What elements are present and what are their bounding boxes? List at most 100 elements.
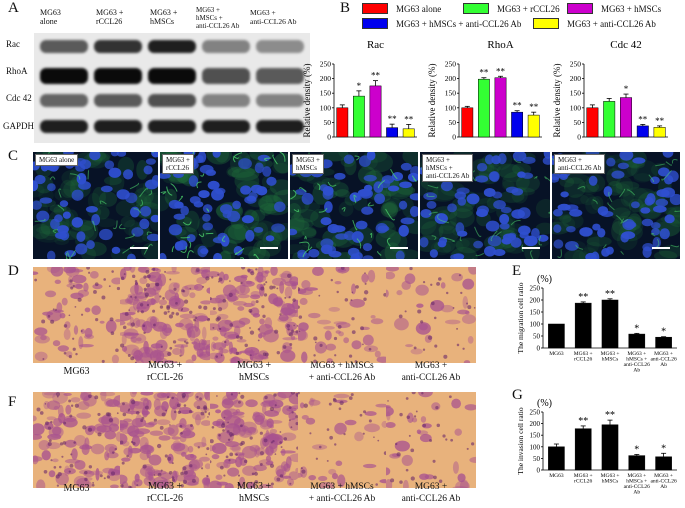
y-tick-label: 200 <box>530 297 541 305</box>
wb-column-label: MG63 + rCCL26 <box>96 8 124 26</box>
x-tick-label: MG63 + <box>601 351 620 357</box>
y-tick-label: 0 <box>537 345 541 353</box>
x-tick-label: MG63 <box>549 473 564 479</box>
migration-caption: MG63 + anti-CCL26 Ab <box>401 361 461 383</box>
migration-image-4 <box>298 267 386 363</box>
migration-caption: MG63 + hMSCs + anti-CCL26 Ab <box>308 361 376 383</box>
significance-mark: * <box>661 327 666 338</box>
x-tick-label: Ab <box>660 484 667 490</box>
x-tick-label: hMSCs + <box>626 357 647 363</box>
bar <box>586 107 599 138</box>
y-tick-label: 150 <box>570 89 582 98</box>
x-tick-label: hMSCs + <box>626 479 647 485</box>
stain-pattern <box>386 267 476 363</box>
x-tick-label: Ab <box>633 490 640 496</box>
wb-row-label: Rac <box>6 39 20 49</box>
bar <box>478 78 490 138</box>
blot-band <box>202 120 250 133</box>
y-axis-label: Relative density (%) <box>302 64 312 138</box>
significance-mark: * <box>634 323 639 334</box>
x-tick-label: MG63 + <box>601 473 620 479</box>
bar <box>655 336 672 349</box>
panel-letter-d: D <box>8 263 19 279</box>
stain-pattern <box>298 392 386 488</box>
migration-image-3 <box>210 267 298 363</box>
legend-item: MG63 + rCCL26 <box>463 3 560 14</box>
legend-swatch <box>567 3 593 14</box>
stain-pattern <box>33 392 120 488</box>
y-tick-label: 100 <box>320 103 332 112</box>
legend-label: MG63 alone <box>396 3 442 14</box>
x-tick-label: Ab <box>633 368 640 374</box>
image-label: MG63 + rCCL26 <box>162 154 194 174</box>
significance-mark: * <box>634 444 639 455</box>
significance-mark: * <box>661 443 666 454</box>
bar <box>620 97 632 138</box>
chart-unit: (%) <box>537 398 552 409</box>
stain-pattern <box>120 392 210 488</box>
blot-band <box>256 68 304 84</box>
x-tick-label: MG63 + <box>627 351 646 357</box>
bar-chart-migration: (%) 0 50 100 150 200 250 The migration cell rat… <box>516 274 677 374</box>
blot-band <box>148 68 196 84</box>
fluorescence-image-3: MG63 + hMSCs <box>290 152 418 259</box>
y-tick-label: 250 <box>530 285 541 293</box>
blot-band <box>40 94 88 107</box>
significance-mark: ** <box>529 102 539 112</box>
stain-pattern <box>210 392 298 488</box>
y-tick-label: 250 <box>570 60 582 69</box>
fluorescence-image-1: MG63 alone <box>33 152 158 259</box>
y-tick-label: 150 <box>320 89 332 98</box>
blot-band <box>94 68 142 84</box>
x-tick-label: hMSCs <box>602 479 619 485</box>
x-tick-label: anti-CCL26 <box>624 484 651 490</box>
y-tick-label: 250 <box>530 409 541 417</box>
legend-swatch <box>533 18 559 29</box>
y-tick-label: 150 <box>530 309 541 317</box>
y-tick-label: 150 <box>445 89 457 98</box>
wb-row-label: RhoA <box>6 66 28 76</box>
scale-bar <box>130 247 148 249</box>
y-tick-label: 200 <box>530 420 541 428</box>
x-tick-label: MG63 + <box>654 351 673 357</box>
bar <box>386 127 398 138</box>
panel-letter-c: C <box>8 148 19 164</box>
bar <box>603 101 616 138</box>
wb-column-label: MG63 + hMSCs <box>150 8 178 26</box>
significance-mark: ** <box>605 289 615 300</box>
x-tick-label: anti-CCL26 <box>650 357 677 363</box>
significance-mark: ** <box>404 114 414 124</box>
x-tick-label: MG63 + <box>574 473 593 479</box>
image-label: MG63 + anti-CCL26 Ab <box>554 154 606 174</box>
y-tick-label: 200 <box>320 74 332 83</box>
invasion-caption: MG63 + hMSCs <box>236 481 272 504</box>
stain-pattern <box>33 267 120 363</box>
y-tick-label: 50 <box>533 455 541 463</box>
blot-band <box>94 40 142 53</box>
stain-pattern <box>386 392 476 488</box>
bar <box>494 77 507 138</box>
invasion-image-5 <box>386 392 476 488</box>
chart-title: Cdc 42 <box>610 40 641 51</box>
blot-band <box>256 40 304 53</box>
fluorescence-image-2: MG63 + rCCL26 <box>160 152 288 259</box>
image-label: MG63 + hMSCs + anti-CCL26 Ab <box>422 154 474 182</box>
wb-row-label: GAPDH <box>3 121 35 131</box>
scale-bar <box>390 247 408 249</box>
legend-item: MG63 alone <box>362 3 441 14</box>
legend-label: MG63 + hMSCs <box>601 3 662 14</box>
panel-letter-f: F <box>8 394 17 410</box>
y-tick-label: 250 <box>445 60 457 69</box>
significance-mark: ** <box>578 416 588 427</box>
x-tick-label: MG63 + <box>654 473 673 479</box>
significance-mark: ** <box>513 101 523 111</box>
x-tick-label: MG63 + <box>627 473 646 479</box>
invasion-caption: MG63 <box>63 483 90 494</box>
significance-mark: * <box>624 84 629 94</box>
significance-mark: ** <box>496 66 506 76</box>
migration-caption: MG63 + rCCL-26 <box>146 360 184 383</box>
significance-mark: ** <box>605 410 615 421</box>
fluorescence-image-5: MG63 + anti-CCL26 Ab <box>552 152 680 259</box>
legend-item: MG63 + anti-CCL26 Ab <box>533 18 656 29</box>
